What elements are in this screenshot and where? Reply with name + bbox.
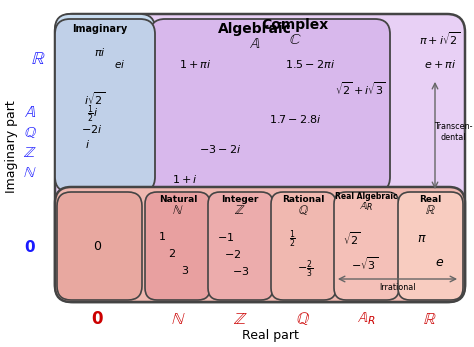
- Text: 3: 3: [182, 266, 189, 276]
- Text: $\mathbb{Q}$: $\mathbb{Q}$: [24, 125, 36, 139]
- Text: $\mathbb{R}$: $\mathbb{R}$: [425, 203, 435, 217]
- Text: $\mathbb{C}$: $\mathbb{C}$: [289, 32, 301, 46]
- Text: 0: 0: [93, 240, 101, 254]
- Text: 2: 2: [168, 249, 175, 259]
- Text: $-1$: $-1$: [218, 231, 235, 243]
- Text: Imaginary part: Imaginary part: [6, 101, 18, 193]
- Text: $i\sqrt{2}$: $i\sqrt{2}$: [84, 91, 106, 107]
- Text: $1.5 - 2\pi i$: $1.5 - 2\pi i$: [285, 58, 335, 70]
- Text: $i$: $i$: [85, 138, 91, 150]
- Text: Irrational: Irrational: [380, 282, 416, 291]
- Text: 0: 0: [25, 239, 35, 254]
- Text: 0: 0: [91, 310, 103, 328]
- Text: $\mathbb{A}$: $\mathbb{A}$: [24, 103, 36, 121]
- Text: $ei$: $ei$: [114, 58, 126, 70]
- Text: $\pi i$: $\pi i$: [94, 46, 106, 58]
- FancyBboxPatch shape: [271, 192, 336, 300]
- FancyBboxPatch shape: [55, 14, 465, 302]
- Text: Real: Real: [419, 195, 441, 203]
- Text: $\frac{1}{2}$: $\frac{1}{2}$: [289, 228, 295, 250]
- Text: $\mathbb{R}$: $\mathbb{R}$: [31, 50, 45, 68]
- Text: Imaginary: Imaginary: [73, 24, 128, 34]
- Text: Complex: Complex: [261, 18, 328, 32]
- Text: $\mathbb{A}$: $\mathbb{A}$: [249, 35, 261, 51]
- Text: $-\sqrt{3}$: $-\sqrt{3}$: [351, 256, 379, 272]
- FancyBboxPatch shape: [150, 19, 390, 192]
- Text: $1 + \pi i$: $1 + \pi i$: [179, 58, 211, 70]
- Text: $\mathbb{A}_R$: $\mathbb{A}_R$: [359, 201, 373, 213]
- Text: $\mathbb{A}_R$: $\mathbb{A}_R$: [356, 311, 375, 327]
- Text: $\frac{1}{2}i$: $\frac{1}{2}i$: [87, 103, 99, 125]
- Text: Real Algebraic: Real Algebraic: [335, 192, 397, 201]
- Text: $e + \pi i$: $e + \pi i$: [424, 58, 456, 70]
- Text: $1 + i$: $1 + i$: [172, 173, 198, 185]
- Text: 1: 1: [158, 232, 165, 242]
- FancyBboxPatch shape: [208, 192, 273, 300]
- Text: Rational: Rational: [282, 195, 324, 203]
- Text: $-2i$: $-2i$: [81, 123, 103, 135]
- Text: Transcen-
dental: Transcen- dental: [434, 122, 472, 142]
- Text: $\pi$: $\pi$: [417, 232, 427, 245]
- Text: $\mathbb{Z}$: $\mathbb{Z}$: [233, 310, 247, 328]
- FancyBboxPatch shape: [334, 192, 399, 300]
- Text: Real part: Real part: [242, 329, 299, 341]
- Text: $\mathbb{N}$: $\mathbb{N}$: [171, 310, 185, 328]
- FancyBboxPatch shape: [55, 14, 155, 152]
- Text: $\mathbb{N}$: $\mathbb{N}$: [23, 164, 37, 179]
- Text: $\mathbb{Q}$: $\mathbb{Q}$: [298, 203, 309, 217]
- Text: $\mathbb{Q}$: $\mathbb{Q}$: [296, 310, 310, 328]
- FancyBboxPatch shape: [145, 192, 210, 300]
- Text: $\pi + i\sqrt{2}$: $\pi + i\sqrt{2}$: [419, 31, 461, 47]
- FancyBboxPatch shape: [57, 192, 142, 300]
- Text: $\sqrt{2}$: $\sqrt{2}$: [343, 231, 361, 247]
- Text: $-2$: $-2$: [224, 248, 242, 260]
- Text: $\mathbb{Z}$: $\mathbb{Z}$: [234, 203, 246, 217]
- Text: $\mathbb{Z}$: $\mathbb{Z}$: [23, 144, 36, 160]
- Text: Natural: Natural: [159, 195, 197, 203]
- Text: $-3$: $-3$: [232, 265, 250, 277]
- Text: $-\frac{2}{3}$: $-\frac{2}{3}$: [297, 258, 313, 280]
- FancyBboxPatch shape: [55, 19, 155, 192]
- Text: Integer: Integer: [221, 195, 259, 203]
- Text: Algebraic: Algebraic: [218, 22, 292, 36]
- Text: $\mathbb{N}$: $\mathbb{N}$: [172, 203, 184, 217]
- FancyBboxPatch shape: [55, 187, 465, 302]
- Text: $-3 - 2i$: $-3 - 2i$: [199, 143, 241, 155]
- Text: $\sqrt{2} + i\sqrt{3}$: $\sqrt{2} + i\sqrt{3}$: [335, 81, 385, 98]
- Text: $\mathbb{R}$: $\mathbb{R}$: [423, 310, 437, 328]
- Text: $1.7 - 2.8i$: $1.7 - 2.8i$: [269, 113, 321, 125]
- Text: $e$: $e$: [436, 255, 445, 269]
- FancyBboxPatch shape: [398, 192, 463, 300]
